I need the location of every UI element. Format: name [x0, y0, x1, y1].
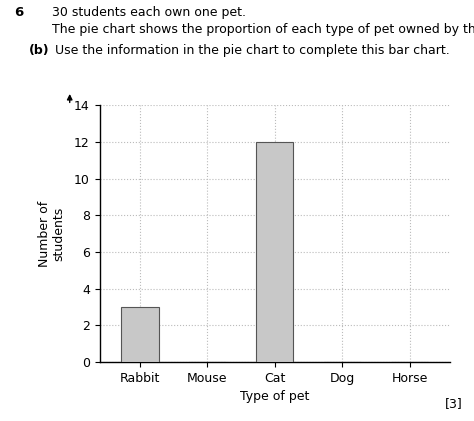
Text: The pie chart shows the proportion of each type of pet owned by the 30 students.: The pie chart shows the proportion of ea…: [52, 23, 474, 36]
Y-axis label: Number of
students: Number of students: [37, 200, 65, 267]
Bar: [121, 307, 159, 362]
Text: [3]: [3]: [445, 397, 462, 410]
Text: 30 students each own one pet.: 30 students each own one pet.: [52, 6, 246, 19]
Bar: [256, 142, 293, 362]
Text: 6: 6: [14, 6, 24, 19]
Text: Use the information in the pie chart to complete this bar chart.: Use the information in the pie chart to …: [55, 44, 449, 57]
Text: (b): (b): [28, 44, 49, 57]
X-axis label: Type of pet: Type of pet: [240, 390, 310, 403]
